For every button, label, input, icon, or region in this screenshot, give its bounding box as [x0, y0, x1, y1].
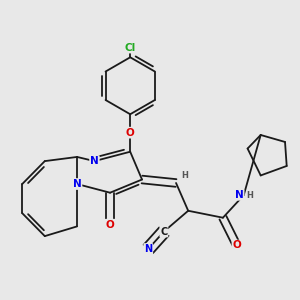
- Text: Cl: Cl: [124, 43, 136, 52]
- Text: H: H: [247, 190, 254, 200]
- Text: O: O: [232, 241, 241, 250]
- Text: O: O: [106, 220, 114, 230]
- Text: N: N: [235, 190, 244, 200]
- Text: C: C: [160, 226, 167, 237]
- Text: H: H: [181, 171, 188, 180]
- Text: N: N: [90, 156, 99, 166]
- Text: O: O: [126, 128, 135, 138]
- Text: N: N: [73, 179, 82, 189]
- Text: N: N: [144, 244, 152, 254]
